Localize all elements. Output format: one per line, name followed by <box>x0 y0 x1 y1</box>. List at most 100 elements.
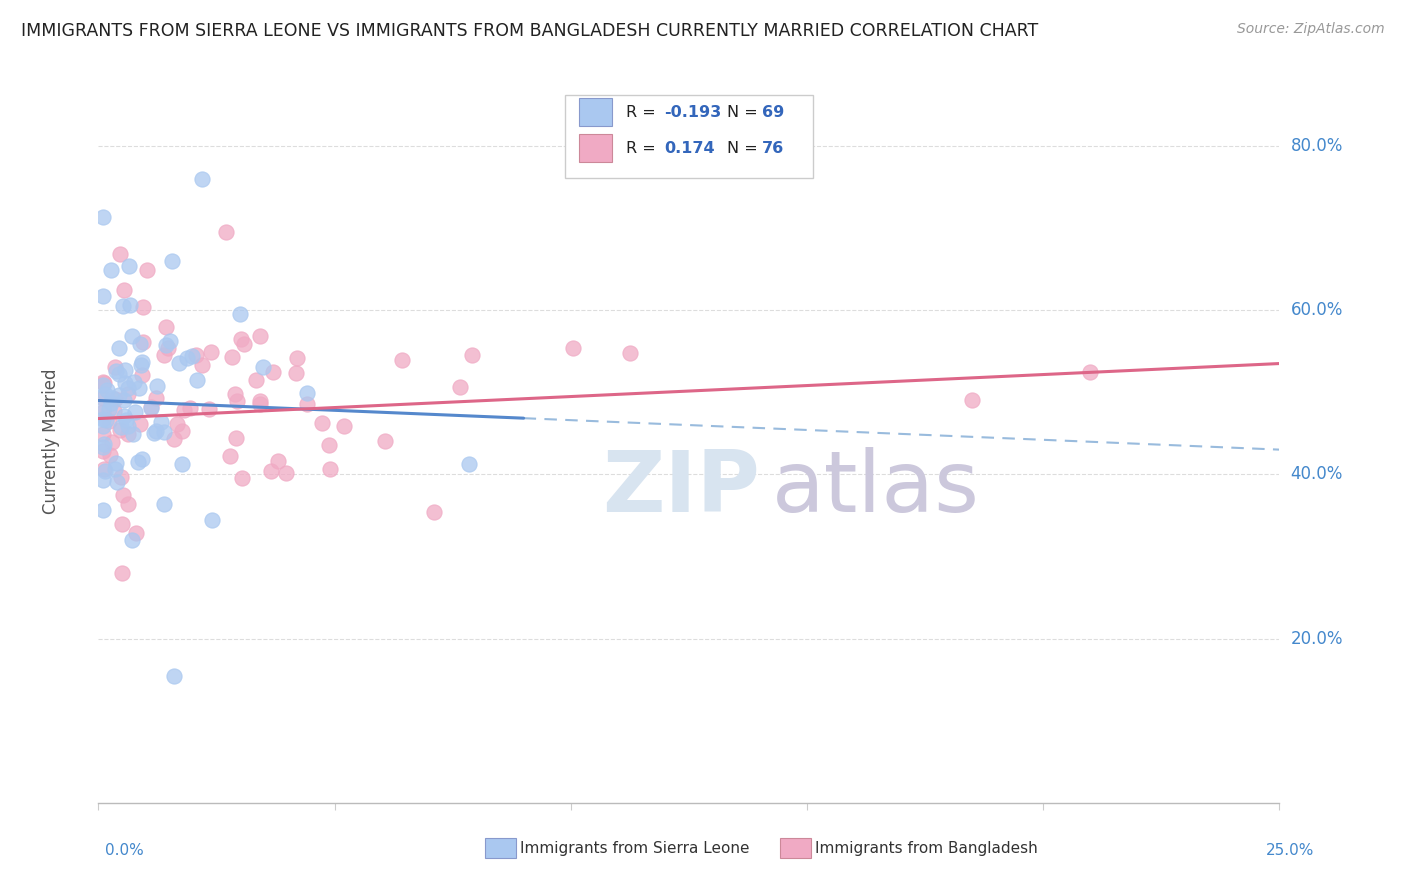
Point <box>262 365 284 379</box>
Point <box>139 401 162 415</box>
Point <box>186 373 208 387</box>
Text: Immigrants from Bangladesh: Immigrants from Bangladesh <box>815 841 1038 855</box>
Point <box>91 288 114 302</box>
Point <box>114 376 136 391</box>
Point <box>159 334 181 348</box>
Point <box>110 470 132 484</box>
Point <box>179 401 201 416</box>
Point <box>169 356 191 370</box>
Point <box>117 381 139 395</box>
Point <box>96 383 118 397</box>
Point <box>163 668 186 682</box>
Point <box>200 345 222 359</box>
FancyBboxPatch shape <box>565 95 813 178</box>
Text: 60.0%: 60.0% <box>1291 301 1343 319</box>
Point <box>155 337 177 351</box>
Point <box>149 415 172 429</box>
Point <box>111 299 134 313</box>
Point <box>128 381 150 395</box>
Point <box>115 413 138 427</box>
Point <box>457 458 479 472</box>
Point <box>104 392 127 407</box>
Point <box>112 488 135 502</box>
Text: 25.0%: 25.0% <box>1267 843 1315 858</box>
Point <box>229 307 252 321</box>
Point <box>108 423 131 437</box>
Bar <box>579 135 612 162</box>
Point <box>124 525 146 540</box>
Point <box>103 404 125 418</box>
Point <box>295 386 318 401</box>
Point <box>91 377 114 392</box>
Point <box>122 375 145 389</box>
Text: 69: 69 <box>762 104 785 120</box>
Point <box>91 503 114 517</box>
Point <box>104 360 127 375</box>
Text: 80.0%: 80.0% <box>1291 137 1343 155</box>
Point <box>249 397 271 411</box>
Text: Currently Married: Currently Married <box>42 368 60 515</box>
Point <box>295 397 318 411</box>
Point <box>284 366 307 380</box>
Point <box>108 247 131 261</box>
Point <box>100 395 122 409</box>
Point <box>108 388 131 402</box>
Point <box>98 414 121 428</box>
Point <box>201 513 224 527</box>
Point <box>132 300 155 314</box>
Text: Source: ZipAtlas.com: Source: ZipAtlas.com <box>1237 22 1385 37</box>
Point <box>172 425 194 439</box>
Point <box>1080 365 1102 379</box>
Point <box>91 401 114 416</box>
Point <box>191 358 214 372</box>
Point <box>231 471 253 485</box>
Point <box>117 497 139 511</box>
Point <box>91 405 114 419</box>
Point <box>249 393 271 408</box>
Point <box>93 462 115 476</box>
Point <box>100 263 122 277</box>
Point <box>145 391 167 405</box>
Point <box>226 394 249 409</box>
Point <box>225 431 247 445</box>
Point <box>129 337 152 351</box>
Point <box>98 448 121 462</box>
Point <box>374 434 396 448</box>
Point <box>142 426 165 441</box>
Point <box>311 417 333 431</box>
Point <box>319 462 342 476</box>
Point <box>105 475 128 489</box>
Point <box>176 351 198 366</box>
Text: 20.0%: 20.0% <box>1291 630 1343 648</box>
Point <box>91 412 114 426</box>
Point <box>152 425 174 440</box>
Point <box>97 401 120 416</box>
Point <box>160 253 183 268</box>
Point <box>155 319 177 334</box>
Point <box>121 329 143 343</box>
Point <box>104 462 127 476</box>
Point <box>461 348 484 362</box>
Point <box>184 348 207 362</box>
Point <box>114 362 136 376</box>
Text: Immigrants from Sierra Leone: Immigrants from Sierra Leone <box>520 841 749 855</box>
Point <box>219 449 242 463</box>
Point <box>245 373 267 387</box>
Point <box>118 298 141 312</box>
Point <box>101 434 124 449</box>
Point <box>104 364 127 378</box>
Point <box>129 358 152 372</box>
Point <box>110 566 132 580</box>
Point <box>391 353 413 368</box>
Point <box>91 443 114 458</box>
Point <box>170 457 193 471</box>
Point <box>94 386 117 401</box>
Text: 76: 76 <box>762 141 785 156</box>
Point <box>173 403 195 417</box>
Point <box>101 391 124 405</box>
Point <box>215 225 238 239</box>
Text: N =: N = <box>727 141 762 156</box>
Point <box>91 440 114 454</box>
Point <box>252 359 274 374</box>
Point <box>153 348 176 362</box>
